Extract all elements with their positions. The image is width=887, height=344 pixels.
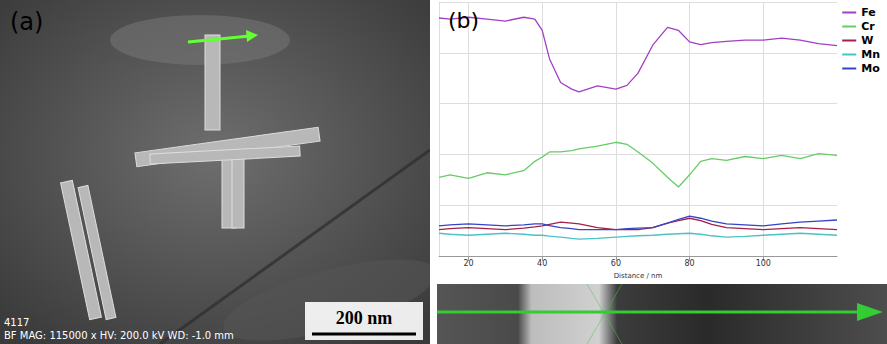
svg-text:W: W <box>861 34 873 47</box>
svg-text:Mo: Mo <box>861 62 880 75</box>
svg-text:100: 100 <box>756 259 771 268</box>
svg-text:40: 40 <box>537 259 547 268</box>
svg-text:80: 80 <box>684 259 694 268</box>
svg-text:20: 20 <box>463 259 473 268</box>
svg-text:4117: 4117 <box>4 317 29 328</box>
svg-text:BF MAG: 115000 x HV: 200.0 k: BF MAG: 115000 x HV: 200.0 kV WD: -1.0 m… <box>4 330 234 341</box>
svg-text:(a): (a) <box>10 8 43 36</box>
svg-text:Cr: Cr <box>861 20 875 33</box>
svg-text:Distance / nm: Distance / nm <box>614 272 663 280</box>
svg-text:Mn: Mn <box>861 48 880 61</box>
svg-text:(b): (b) <box>448 8 479 33</box>
svg-text:Fe: Fe <box>861 6 876 19</box>
svg-text:200 nm: 200 nm <box>336 308 393 328</box>
svg-text:60: 60 <box>611 259 621 268</box>
